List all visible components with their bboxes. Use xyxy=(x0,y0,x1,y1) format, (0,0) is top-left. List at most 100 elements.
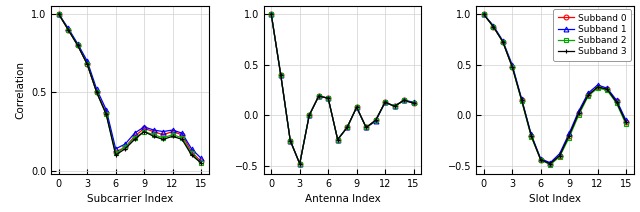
Subband 3 xyxy=(83,63,91,66)
Subband 1 xyxy=(547,162,554,164)
Subband 2 xyxy=(169,133,177,136)
Subband 2 xyxy=(178,137,186,139)
Y-axis label: Correlation: Correlation xyxy=(15,61,26,119)
Subband 0 xyxy=(490,25,497,28)
Subband 0 xyxy=(353,106,360,109)
Subband 2 xyxy=(390,105,398,107)
Subband 0 xyxy=(537,158,545,161)
Subband 0 xyxy=(622,121,630,124)
Subband 1 xyxy=(343,126,351,129)
Subband 0 xyxy=(480,13,488,16)
Subband 3 xyxy=(140,130,148,133)
X-axis label: Subcarrier Index: Subcarrier Index xyxy=(87,194,173,204)
Subband 0 xyxy=(178,133,186,136)
Subband 2 xyxy=(197,162,205,164)
Subband 3 xyxy=(490,25,497,28)
Subband 1 xyxy=(622,119,630,122)
Subband 0 xyxy=(305,114,313,117)
Subband 2 xyxy=(499,40,507,43)
Subband 1 xyxy=(575,110,582,113)
Subband 2 xyxy=(315,95,323,98)
Subband 3 xyxy=(93,91,100,94)
Subband 3 xyxy=(556,154,563,157)
Subband 0 xyxy=(74,44,81,47)
Subband 2 xyxy=(604,89,611,91)
Subband 3 xyxy=(343,126,351,129)
Subband 3 xyxy=(65,29,72,31)
Subband 3 xyxy=(159,138,167,141)
Subband 1 xyxy=(334,138,342,141)
Subband 1 xyxy=(537,158,545,160)
Subband 2 xyxy=(527,135,535,138)
Subband 1 xyxy=(362,126,370,129)
Subband 2 xyxy=(268,13,275,16)
Subband 3 xyxy=(122,148,129,150)
Subband 1 xyxy=(353,106,360,109)
Subband 0 xyxy=(83,63,91,66)
Subband 3 xyxy=(527,134,535,137)
Subband 2 xyxy=(188,152,195,155)
Subband 0 xyxy=(112,151,120,153)
Subband 0 xyxy=(390,105,398,107)
Subband 3 xyxy=(381,101,389,103)
Subband 2 xyxy=(556,155,563,158)
Subband 0 xyxy=(315,95,323,98)
Subband 0 xyxy=(575,112,582,114)
Subband 0 xyxy=(556,154,563,157)
Line: Subband 3: Subband 3 xyxy=(269,12,416,166)
Subband 0 xyxy=(372,119,380,122)
Subband 0 xyxy=(197,160,205,163)
Line: Subband 2: Subband 2 xyxy=(269,12,416,166)
Subband 0 xyxy=(93,91,100,94)
Subband 0 xyxy=(102,112,110,114)
Subband 0 xyxy=(381,101,389,103)
Subband 2 xyxy=(575,114,582,117)
Subband 1 xyxy=(188,148,195,150)
Subband 0 xyxy=(362,126,370,129)
Subband 2 xyxy=(584,95,592,98)
Subband 3 xyxy=(178,138,186,141)
Subband 0 xyxy=(518,99,525,102)
Subband 1 xyxy=(159,130,167,133)
Subband 0 xyxy=(150,130,157,133)
Subband 0 xyxy=(400,99,408,102)
Subband 3 xyxy=(584,94,592,96)
Subband 1 xyxy=(296,162,303,165)
Subband 1 xyxy=(490,24,497,27)
Subband 1 xyxy=(565,132,573,135)
Subband 3 xyxy=(499,40,507,43)
Subband 2 xyxy=(381,101,389,103)
Subband 2 xyxy=(277,74,285,76)
Subband 3 xyxy=(565,134,573,137)
Subband 2 xyxy=(362,126,370,129)
Subband 2 xyxy=(480,13,488,16)
Subband 1 xyxy=(508,64,516,66)
X-axis label: Slot Index: Slot Index xyxy=(529,194,581,204)
Subband 1 xyxy=(65,27,72,29)
Subband 2 xyxy=(131,137,138,139)
Subband 2 xyxy=(55,13,63,15)
Subband 2 xyxy=(518,100,525,102)
Subband 2 xyxy=(122,146,129,148)
Subband 1 xyxy=(612,99,620,102)
Subband 2 xyxy=(102,113,110,116)
Line: Subband 3: Subband 3 xyxy=(56,12,204,165)
Subband 3 xyxy=(575,112,582,114)
Subband 3 xyxy=(197,162,205,164)
Subband 0 xyxy=(159,133,167,136)
Subband 2 xyxy=(508,66,516,68)
Subband 1 xyxy=(112,148,120,150)
Subband 2 xyxy=(410,102,417,105)
Subband 2 xyxy=(490,25,497,28)
Subband 0 xyxy=(604,88,611,90)
Subband 3 xyxy=(287,139,294,142)
Subband 3 xyxy=(508,66,516,68)
Subband 3 xyxy=(353,106,360,109)
Subband 0 xyxy=(594,86,602,88)
Subband 2 xyxy=(83,63,91,66)
Subband 0 xyxy=(343,126,351,129)
Subband 2 xyxy=(334,138,342,141)
Subband 3 xyxy=(277,74,285,76)
Subband 1 xyxy=(499,39,507,42)
Subband 2 xyxy=(565,136,573,139)
